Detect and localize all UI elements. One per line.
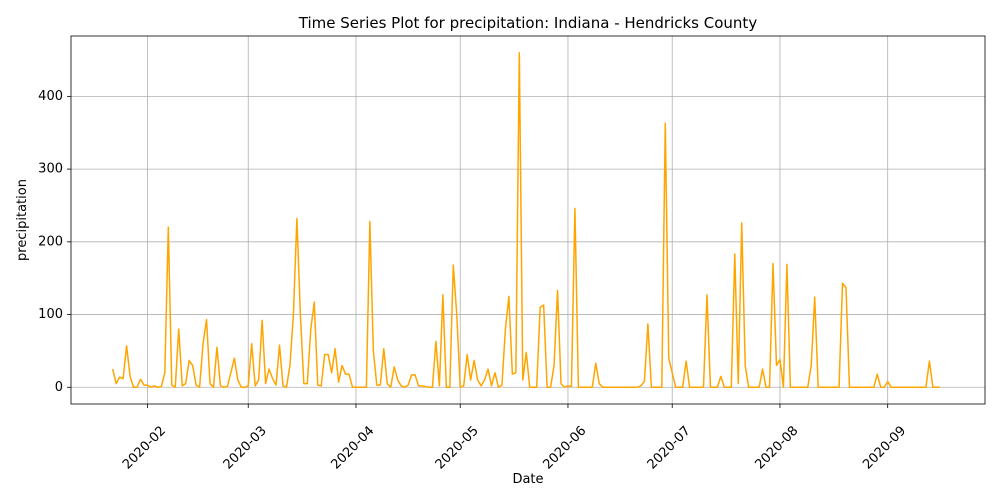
y-tick-label: 300 <box>38 162 63 177</box>
plot-frame <box>70 35 986 405</box>
x-tick-label: 2020-02 <box>120 423 169 472</box>
y-tick-label: 0 <box>55 380 63 395</box>
y-tick-label: 400 <box>38 89 63 104</box>
x-tick-label: 2020-09 <box>860 423 909 472</box>
x-tick-label: 2020-06 <box>540 423 589 472</box>
x-tick-label: 2020-04 <box>328 423 377 472</box>
y-tick-label: 200 <box>38 234 63 249</box>
x-tick-label: 2020-07 <box>645 423 694 472</box>
x-tick-label: 2020-03 <box>221 423 270 472</box>
x-tick-label: 2020-05 <box>433 423 482 472</box>
y-tick-label: 100 <box>38 307 63 322</box>
x-axis-label: Date <box>512 472 543 487</box>
chart-title: Time Series Plot for precipitation: Indi… <box>298 14 758 32</box>
x-tick-label: 2020-08 <box>752 423 801 472</box>
data-line <box>111 51 940 389</box>
y-axis-label: precipitation <box>15 179 30 261</box>
